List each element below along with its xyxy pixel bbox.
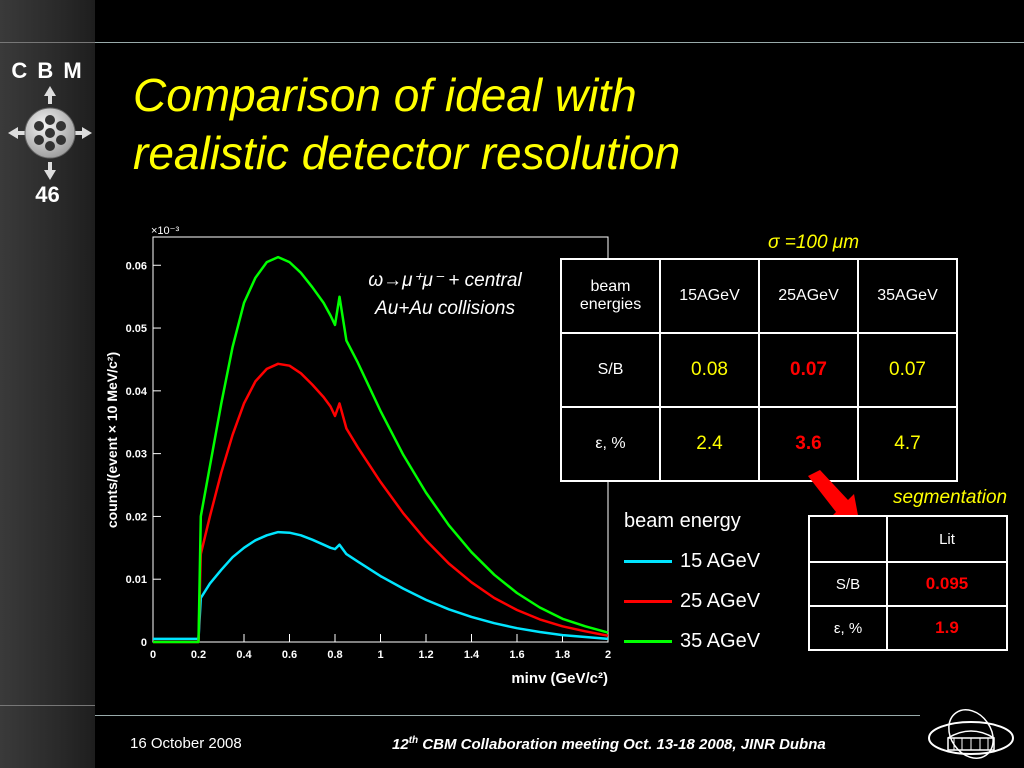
footer-conf-num: 12 (392, 736, 409, 753)
reaction-line-2: Au+Au collisions (375, 298, 515, 319)
legend-swatch-15 (624, 559, 672, 563)
cell-sb-15: 0.08 (659, 332, 760, 408)
seg-cell-eff: 1.9 (886, 605, 1008, 651)
x-tick-label: 0 (150, 649, 156, 661)
footer-conf-sup: th (408, 735, 419, 746)
x-tick-label: 1 (377, 649, 383, 661)
y-multiplier: ×10⁻³ (151, 225, 179, 237)
row-label-sb: S/B (560, 332, 661, 408)
legend-swatch-25 (624, 599, 672, 603)
legend-label-35: 35 AGeV (680, 629, 761, 652)
logo-text: C B M (11, 58, 84, 83)
cell-eff-25: 3.6 (758, 406, 859, 482)
series-line-3 (153, 255, 609, 644)
footer-date: 16 October 2008 (130, 735, 242, 752)
jinr-logo-icon (928, 709, 1014, 759)
y-tick-label: 0.01 (126, 574, 147, 586)
bottom-rule (95, 715, 920, 716)
bottom-rule-left (0, 705, 95, 706)
logo-number: 46 (35, 182, 60, 207)
x-tick-label: 0.8 (327, 649, 342, 661)
x-tick-label: 0.6 (282, 649, 297, 661)
y-tick-label: 0.06 (126, 260, 147, 272)
seg-header-empty (808, 515, 888, 563)
slide-title: Comparison of ideal with realistic detec… (133, 66, 1013, 182)
x-tick-label: 2 (605, 649, 611, 661)
series-line-1 (153, 530, 609, 641)
x-tick-label: 0.4 (236, 649, 252, 661)
series-line-2 (153, 362, 609, 644)
legend-item: 25 AGeV (624, 581, 760, 621)
sigma-label: σ =100 μm (768, 232, 860, 253)
legend-label-15: 15 AGeV (680, 549, 761, 572)
cell-sb-25: 0.07 (758, 332, 859, 408)
legend-label-25: 25 AGeV (680, 589, 761, 612)
x-tick-label: 1.2 (418, 649, 433, 661)
x-tick-label: 1.6 (509, 649, 524, 661)
chart-legend: beam energy 15 AGeV 25 AGeV 35 AGeV (624, 510, 760, 661)
cbm-detector-icon (8, 86, 92, 180)
x-tick-label: 1.8 (555, 649, 570, 661)
y-tick-label: 0.03 (126, 449, 147, 461)
top-rule-left (0, 42, 95, 43)
header-beam-energies: beam energies (560, 258, 661, 334)
y-tick-label: 0.04 (126, 386, 148, 398)
x-axis-label: minv (GeV/c²) (511, 670, 608, 687)
header-15agev: 15AGeV (659, 258, 760, 334)
footer-conference: 12th CBM Collaboration meeting Oct. 13-1… (392, 735, 826, 753)
seg-row-label-eff: ε, % (808, 605, 888, 651)
header-25agev: 25AGeV (758, 258, 859, 334)
legend-item: 35 AGeV (624, 621, 760, 661)
legend-item: 15 AGeV (624, 541, 760, 581)
y-tick-label: 0 (141, 637, 147, 649)
title-line-2: realistic detector resolution (133, 127, 681, 179)
seg-cell-sb: 0.095 (886, 561, 1008, 607)
red-arrow-icon (808, 470, 860, 526)
footer-conf-text: CBM Collaboration meeting Oct. 13-18 200… (418, 736, 826, 753)
y-tick-label: 0.05 (126, 323, 147, 335)
y-axis-label: counts/(event × 10 MeV/c²) (104, 352, 120, 528)
seg-header-lit: Lit (886, 515, 1008, 563)
cell-sb-35: 0.07 (857, 332, 958, 408)
reaction-line-1: ω→μ⁺μ⁻ + central (368, 270, 522, 291)
y-tick-label: 0.02 (126, 511, 147, 523)
x-tick-label: 0.2 (191, 649, 206, 661)
mass-spectrum-chart: 0 0.01 0.02 0.03 0.04 0.05 0.06 0 0.2 0.4 0.6 0.8 1… (104, 225, 611, 687)
reaction-label: ω→μ⁺μ⁻ + central Au+Au collisions (340, 267, 550, 323)
results-table: beam energies 15AGeV 25AGeV 35AGeV S/B 0… (560, 258, 958, 482)
cell-eff-35: 4.7 (857, 406, 958, 482)
legend-swatch-35 (624, 639, 672, 643)
title-line-1: Comparison of ideal with (133, 69, 637, 121)
legend-title: beam energy (624, 510, 741, 532)
segmentation-label: segmentation (893, 487, 1008, 508)
top-rule (95, 42, 1024, 43)
x-tick-label: 1.4 (464, 649, 480, 661)
seg-row-label-sb: S/B (808, 561, 888, 607)
cell-eff-15: 2.4 (659, 406, 760, 482)
row-label-eff: ε, % (560, 406, 661, 482)
header-35agev: 35AGeV (857, 258, 958, 334)
segmentation-table: Lit S/B 0.095 ε, % 1.9 (808, 515, 1008, 651)
